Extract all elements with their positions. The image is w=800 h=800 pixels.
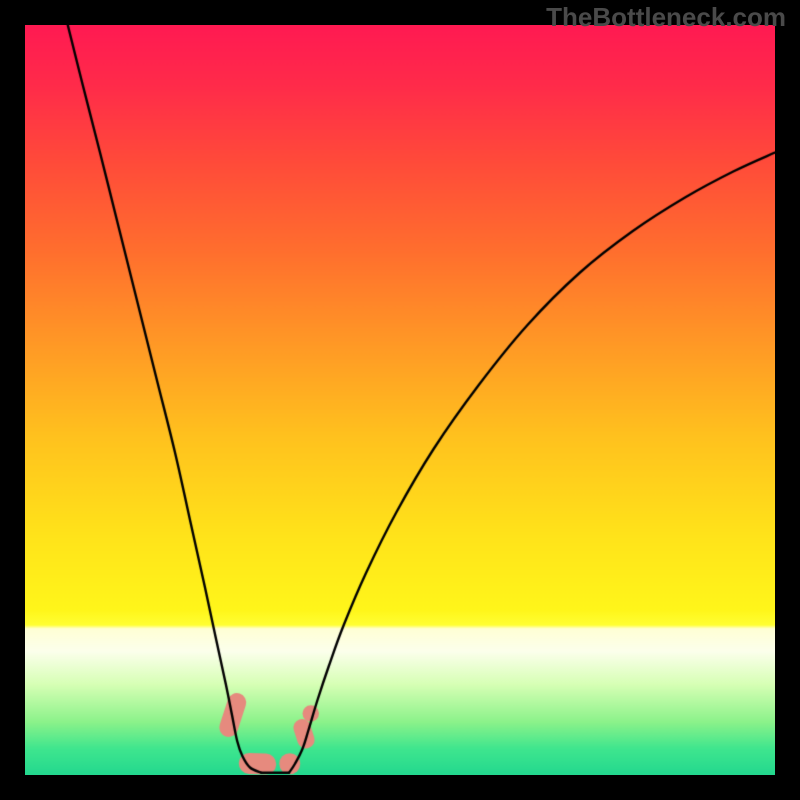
bottleneck-chart-canvas [25,25,775,775]
watermark-text: TheBottleneck.com [546,2,786,33]
figure-container: TheBottleneck.com [0,0,800,800]
